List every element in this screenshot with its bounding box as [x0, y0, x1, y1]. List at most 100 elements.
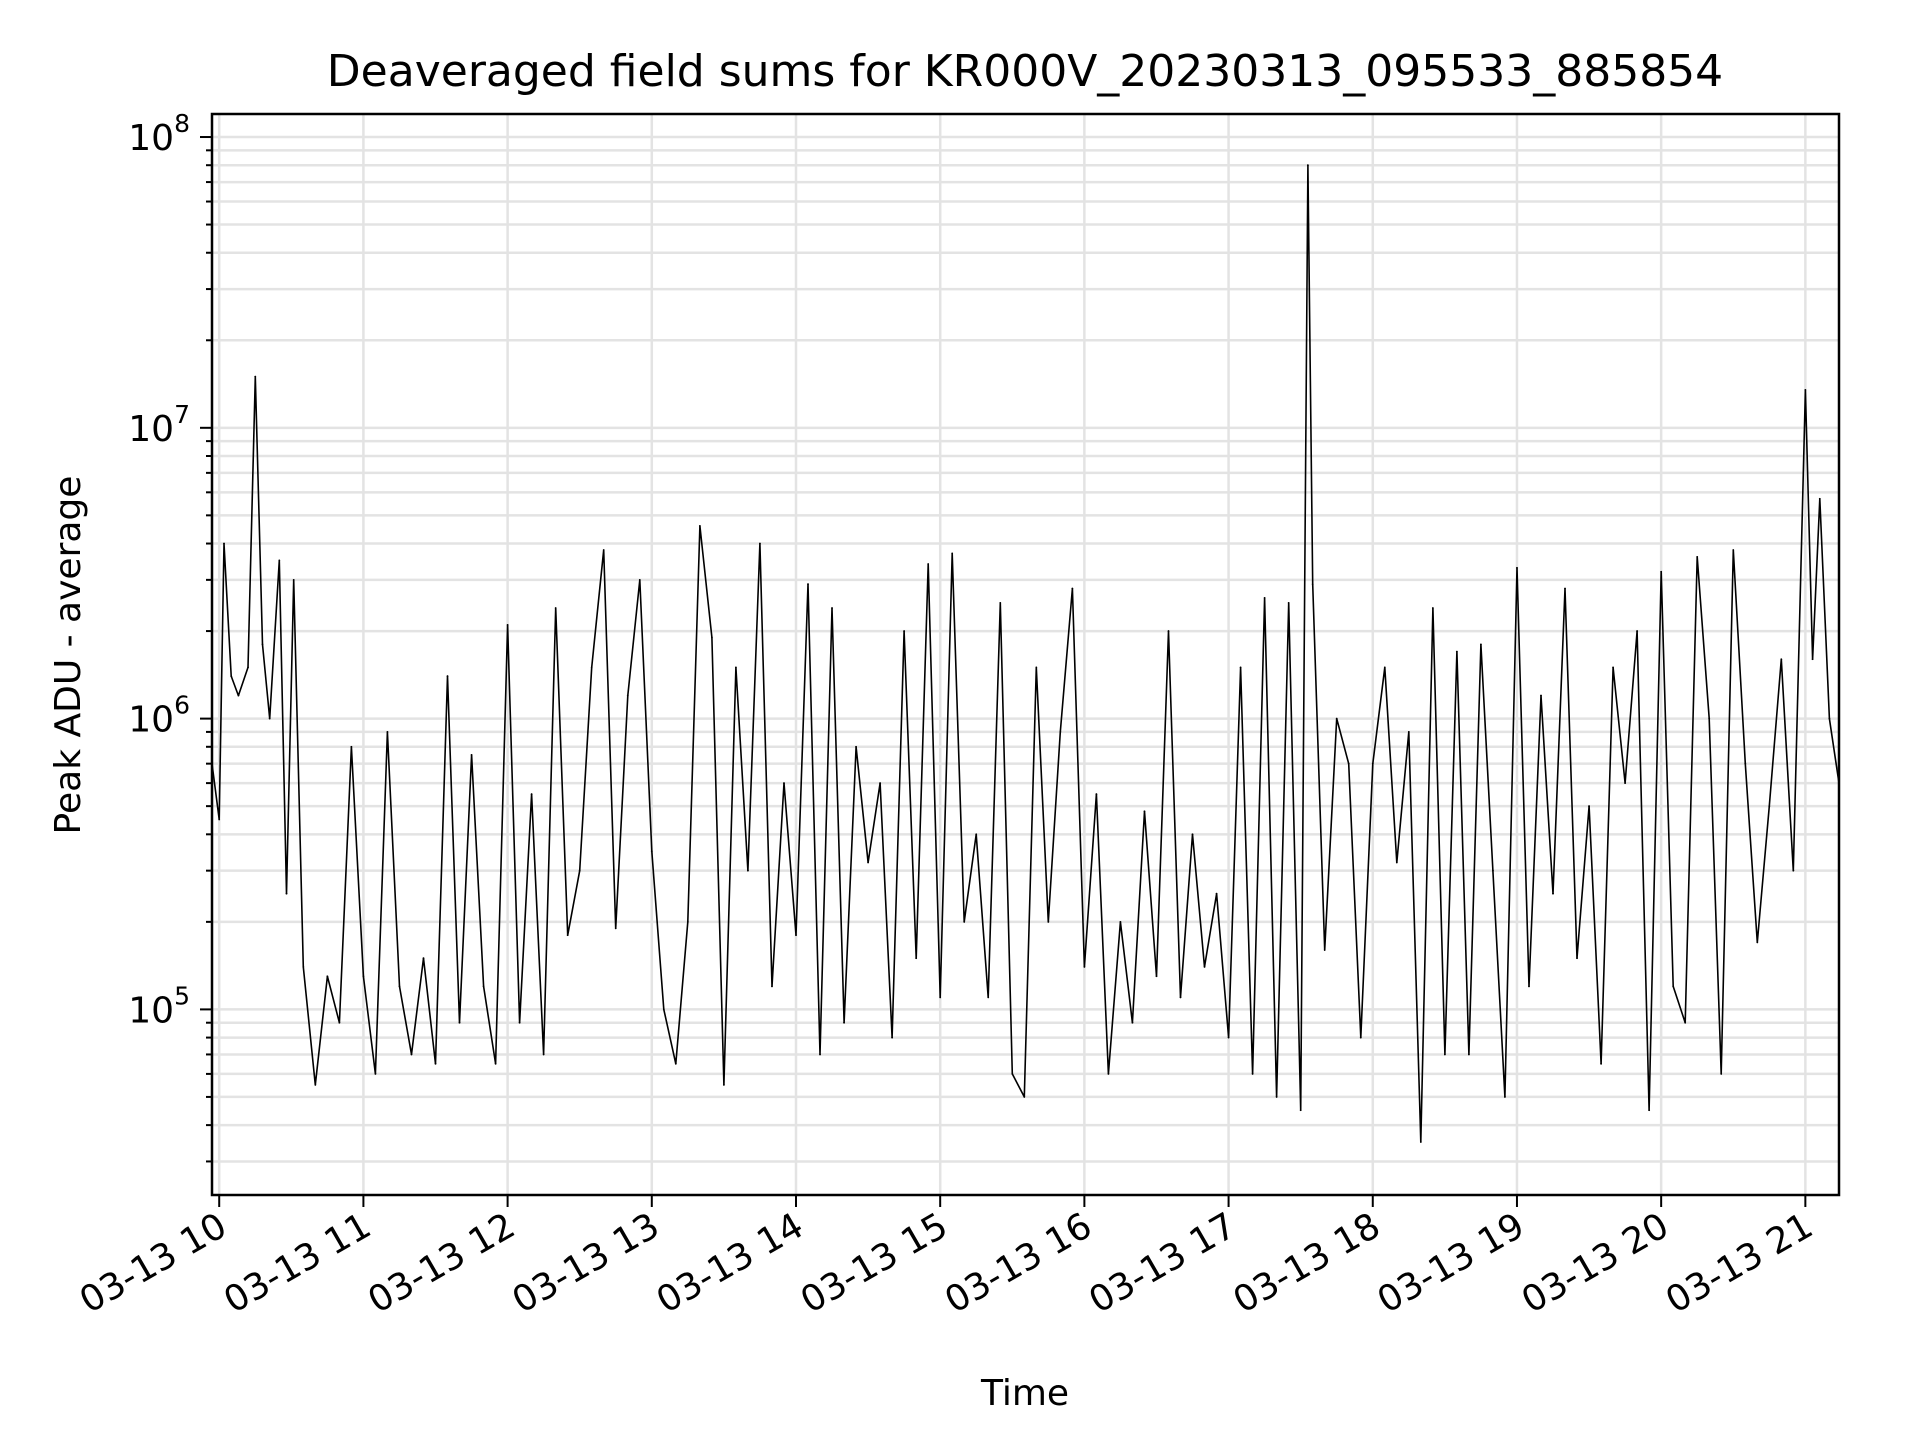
data-point: [1792, 869, 1795, 872]
grid-layer: [212, 114, 1839, 1195]
data-point: [566, 934, 569, 937]
data-point: [1564, 587, 1566, 590]
data-point: [530, 793, 533, 796]
data-point: [1811, 658, 1814, 661]
data-point: [446, 675, 449, 678]
data-point: [278, 559, 281, 562]
data-point: [819, 1053, 821, 1056]
data-point: [1083, 966, 1086, 968]
data-point: [843, 1021, 845, 1024]
data-point: [1744, 762, 1747, 765]
data-point: [1155, 975, 1158, 978]
data-point: [1035, 666, 1038, 669]
data-point: [1179, 996, 1182, 999]
data-point: [1708, 717, 1711, 720]
y-axis-label: Peak ADU - average: [48, 476, 89, 835]
data-point: [470, 754, 473, 756]
data-point: [1227, 1036, 1230, 1039]
data-point: [1263, 597, 1266, 599]
data-point: [1636, 630, 1639, 632]
x-tick-label: 03-13 15: [794, 1205, 955, 1321]
data-point: [1624, 782, 1627, 785]
x-axis-label: Time: [980, 1373, 1069, 1414]
data-point: [1107, 1073, 1110, 1075]
data-point: [867, 861, 869, 864]
y-tick-exponent: 6: [174, 691, 190, 720]
data-point: [247, 666, 249, 669]
data-point: [578, 869, 581, 872]
data-point: [1600, 1062, 1602, 1065]
data-point: [1720, 1073, 1723, 1075]
data-point: [831, 607, 833, 609]
data-point: [1306, 164, 1309, 167]
data-point: [1275, 1096, 1278, 1098]
data-point: [1287, 601, 1290, 604]
data-point: [1696, 555, 1699, 558]
data-point: [626, 694, 629, 697]
data-point: [1684, 1021, 1687, 1024]
data-point: [254, 375, 257, 378]
y-tick-base: 10: [128, 990, 174, 1031]
data-point: [285, 892, 288, 895]
data-point: [362, 975, 365, 978]
data-point: [686, 920, 689, 923]
data-point: [1504, 1096, 1506, 1098]
data-point: [759, 542, 761, 545]
data-point: [518, 1021, 521, 1024]
data-point: [939, 996, 942, 999]
data-point: [434, 1062, 437, 1065]
data-point: [1191, 833, 1194, 836]
y-tick-exponent: 5: [174, 981, 190, 1010]
data-point: [602, 549, 605, 551]
data-point: [1311, 583, 1314, 586]
data-point: [891, 1036, 894, 1039]
data-point: [1371, 762, 1374, 765]
data-point: [410, 1053, 413, 1056]
data-point: [1059, 731, 1062, 733]
data-point: [1540, 694, 1542, 697]
data-point: [1095, 793, 1098, 796]
data-point: [422, 957, 425, 960]
x-tick-label: 03-13 10: [73, 1205, 234, 1321]
data-point: [638, 578, 641, 581]
data-point: [1660, 570, 1663, 573]
data-point: [771, 985, 773, 988]
data-point: [1239, 666, 1242, 669]
data-point: [1780, 658, 1783, 661]
data-point: [1756, 941, 1759, 944]
data-point: [963, 920, 966, 923]
data-point: [735, 666, 737, 669]
data-point: [927, 563, 930, 565]
data-point: [1143, 810, 1146, 813]
data-point: [879, 782, 882, 785]
data-point: [1359, 1036, 1362, 1039]
data-point: [1395, 861, 1398, 864]
data-point: [1119, 920, 1122, 923]
x-tick-label: 03-13 11: [217, 1205, 378, 1321]
data-point: [261, 643, 264, 646]
y-tick-label: 105: [128, 981, 190, 1031]
data-point: [915, 957, 918, 960]
data-point: [1492, 869, 1494, 872]
data-point: [662, 1008, 665, 1011]
data-point: [230, 675, 233, 678]
data-point: [398, 985, 401, 988]
data-point: [674, 1062, 677, 1065]
data-point: [218, 818, 221, 821]
data-point: [903, 630, 906, 632]
x-tick-label: 03-13 12: [361, 1205, 522, 1321]
plot-frame: [210, 112, 1841, 1197]
y-tick-base: 10: [128, 409, 174, 450]
data-point: [1383, 666, 1386, 669]
data-point: [1443, 1053, 1446, 1056]
y-tick-label: 106: [128, 691, 190, 741]
data-point: [1203, 966, 1206, 968]
series-layer: [211, 164, 1840, 1143]
data-point: [1131, 1021, 1134, 1024]
data-point: [302, 966, 305, 968]
y-tick-base: 10: [128, 118, 174, 159]
data-point: [386, 731, 389, 733]
data-point: [1419, 1141, 1422, 1143]
y-tick-base: 10: [128, 700, 174, 741]
